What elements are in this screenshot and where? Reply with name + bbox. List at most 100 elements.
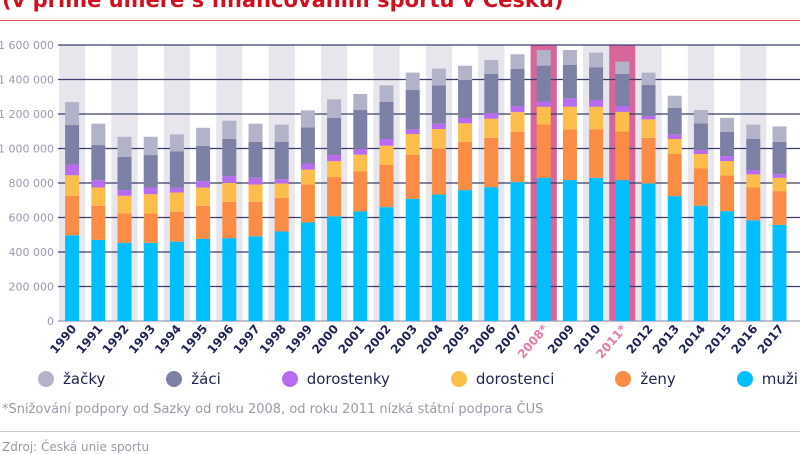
bar-segment-muži	[667, 196, 682, 321]
bar-segment-žačky	[720, 117, 735, 132]
bar-segment-žačky	[274, 124, 289, 142]
legend-label: ženy	[640, 370, 676, 388]
bar-segment-ženy	[274, 197, 289, 232]
legend-item: ženy	[615, 370, 676, 388]
bar-segment-žačky	[615, 61, 630, 74]
bar-segment-dorostenci	[379, 145, 394, 165]
bar-segment-žáci	[91, 145, 106, 181]
bar-segment-dorostenky	[693, 150, 708, 155]
bar-segment-dorostenci	[562, 106, 577, 130]
bar-segment-ženy	[458, 141, 473, 191]
x-tick-label: 2006	[466, 322, 498, 357]
bar-segment-muži	[431, 194, 446, 321]
footer-divider	[0, 431, 800, 432]
bar-segment-dorostenky	[720, 156, 735, 162]
x-tick-label: 2015	[702, 322, 734, 357]
bar-segment-muži	[65, 235, 80, 321]
x-tick-label: 1996	[204, 322, 236, 357]
bar-segment-muži	[169, 241, 184, 321]
bar-segment-dorostenci	[746, 174, 761, 188]
bar-segment-žáci	[746, 139, 761, 171]
bar-segment-žáci	[510, 68, 525, 107]
bar-segment-dorostenky	[300, 163, 315, 170]
bar-segment-dorostenky	[562, 98, 577, 107]
bar-segment-muži	[143, 242, 158, 321]
bar-segment-dorostenky	[327, 155, 342, 162]
y-tick-label: 1 600 000	[0, 39, 54, 52]
bar-segment-dorostenci	[589, 106, 604, 130]
bar-segment-žáci	[248, 141, 263, 178]
bar-segment-žáci	[484, 73, 499, 114]
bar-segment-žačky	[641, 72, 656, 86]
y-tick-label: 1 200 000	[0, 108, 54, 121]
legend-item: dorostenky	[281, 370, 390, 388]
bar-segment-žáci	[222, 139, 237, 177]
x-tick-label: 2009	[545, 322, 577, 357]
bar-segment-muži	[353, 211, 368, 321]
bar-segment-dorostenci	[641, 119, 656, 138]
bar-segment-muži	[693, 205, 708, 321]
x-tick-label: 1997	[231, 322, 263, 357]
y-tick-label: 0	[47, 315, 54, 328]
bar-segment-žačky	[196, 127, 211, 146]
stacked-bar-chart: 0 200 000 400 000 600 000 800 000 1 000 000 1 …	[0, 39, 800, 361]
bar-segment-ženy	[379, 164, 394, 208]
bar-segment-dorostenky	[405, 129, 420, 135]
bar-segment-žačky	[248, 123, 263, 142]
bar-segment-žačky	[562, 50, 577, 65]
bar-segment-muži	[300, 222, 315, 321]
bar-segment-ženy	[143, 213, 158, 243]
bar-segment-žačky	[510, 54, 525, 69]
bar-segment-žačky	[405, 72, 420, 91]
bar-segment-ženy	[353, 171, 368, 212]
bar-segment-muži	[222, 238, 237, 321]
x-tick-label: 1999	[283, 322, 315, 357]
bar-segment-žáci	[300, 127, 315, 164]
bar-segment-žačky	[327, 99, 342, 118]
bar-segment-žáci	[693, 123, 708, 151]
legend-item: žačky	[38, 370, 105, 388]
bar-segment-dorostenci	[353, 154, 368, 172]
bar-segment-muži	[720, 211, 735, 321]
x-tick-label: 2013	[650, 322, 682, 357]
source-note: Zdroj: Česká unie sportu	[2, 440, 150, 454]
bar-segment-ženy	[746, 187, 761, 221]
bar-segment-dorostenky	[143, 187, 158, 195]
bar-segment-žáci	[117, 156, 132, 191]
x-tick-label: 2002	[362, 322, 394, 357]
bar-segment-žáci	[641, 85, 656, 117]
bar-segment-žáci	[274, 141, 289, 180]
bar-segment-dorostenky	[589, 100, 604, 107]
bar-segment-žáci	[353, 110, 368, 149]
bar-segment-muži	[196, 238, 211, 321]
bar-segment-dorostenci	[91, 187, 106, 206]
bar-segment-muži	[379, 207, 394, 321]
bar-segment-ženy	[641, 137, 656, 184]
bar-segment-žáci	[431, 85, 446, 124]
bar-segment-ženy	[431, 148, 446, 195]
y-tick-label: 1 000 000	[0, 143, 54, 156]
bar-segment-muži	[117, 242, 132, 321]
x-tick-label: 2000	[309, 322, 341, 357]
x-tick-label: 1992	[100, 322, 132, 357]
legend-swatch	[38, 371, 54, 387]
x-tick-label: 1994	[152, 322, 184, 357]
bar-segment-dorostenky	[772, 174, 787, 178]
bar-segment-dorostenci	[615, 111, 630, 132]
bar-segment-ženy	[562, 129, 577, 181]
bar-segment-ženy	[300, 184, 315, 223]
x-tick-label: 1998	[257, 322, 289, 357]
bar-segment-žačky	[91, 123, 106, 146]
bar-segment-muži	[327, 216, 342, 321]
x-tick-label: 1995	[178, 322, 210, 357]
legend-swatch	[281, 371, 298, 387]
bar-segment-muži	[405, 198, 420, 321]
bar-segment-žačky	[746, 124, 761, 140]
bar-segment-dorostenci	[536, 106, 551, 125]
bar-segment-ženy	[117, 213, 132, 243]
legend-label: žáci	[191, 370, 221, 388]
bar-segment-dorostenci	[693, 154, 708, 169]
bar-segment-žáci	[405, 90, 420, 130]
bar-segment-dorostenky	[248, 177, 263, 185]
bar-segment-žačky	[536, 50, 551, 66]
